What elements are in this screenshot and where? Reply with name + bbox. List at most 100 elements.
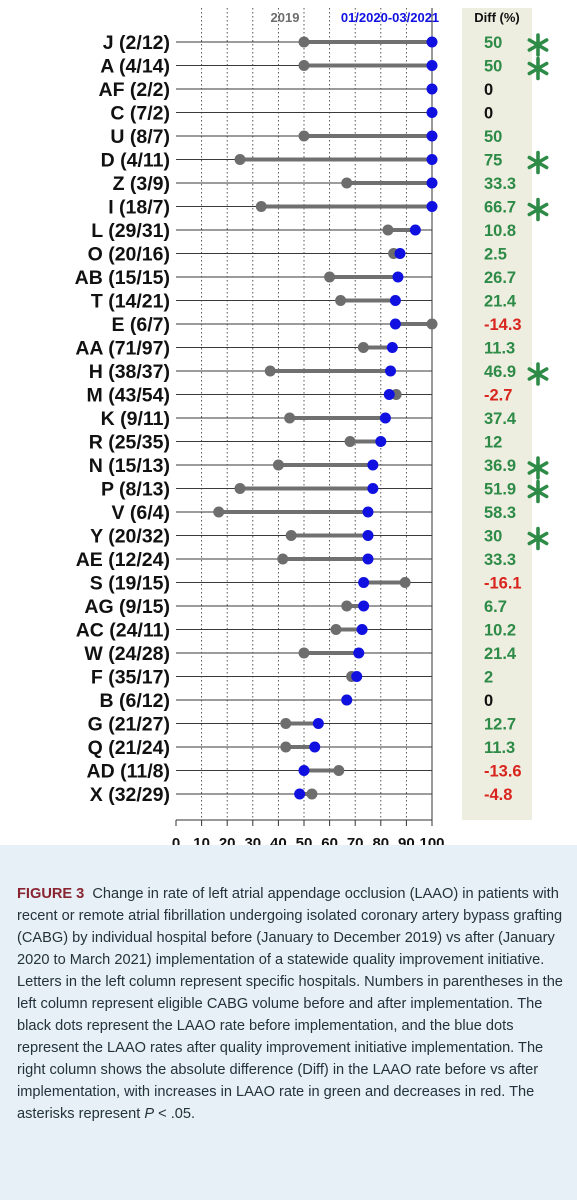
before-point xyxy=(298,647,310,659)
row-label: E (6/7) xyxy=(111,314,170,336)
x-tick-label: 50 xyxy=(296,835,313,845)
chart-row: AF (2/2) 0 xyxy=(98,79,493,101)
x-tick-label: 60 xyxy=(321,835,338,845)
asterisk-stroke xyxy=(527,61,549,76)
row-label: N (15/13) xyxy=(89,455,170,477)
diff-value: 21.4 xyxy=(484,293,517,311)
significance-asterisk xyxy=(527,479,549,504)
chart-row: I (18/7) 66.7 xyxy=(108,197,549,222)
after-point xyxy=(341,694,353,706)
before-point xyxy=(344,436,356,447)
diff-value: 11.3 xyxy=(484,739,515,757)
after-point xyxy=(298,765,310,776)
row-label: Z (3/9) xyxy=(113,173,170,195)
after-point xyxy=(353,647,365,659)
row-label: I (18/7) xyxy=(108,197,170,219)
chart-row: D (4/11) 75 xyxy=(101,150,549,175)
asterisk-stroke xyxy=(527,202,549,217)
before-point xyxy=(213,506,225,518)
after-point xyxy=(375,436,387,447)
after-point xyxy=(362,530,374,541)
before-point xyxy=(335,295,347,306)
before-point xyxy=(264,365,276,377)
diff-panel xyxy=(462,8,532,820)
row-label: C (7/2) xyxy=(110,103,170,125)
after-point xyxy=(386,342,398,353)
before-point xyxy=(333,765,345,776)
diff-value: 37.4 xyxy=(484,410,517,428)
after-point xyxy=(312,718,324,729)
after-point xyxy=(358,577,370,588)
after-point xyxy=(426,107,438,118)
after-point xyxy=(367,483,379,494)
significance-asterisk xyxy=(527,526,549,551)
diff-value: 36.9 xyxy=(484,457,516,475)
diff-value: 50 xyxy=(484,58,502,76)
row-label: Q (21/24) xyxy=(88,737,170,759)
chart-row: N (15/13) 36.9 xyxy=(89,455,549,480)
before-point xyxy=(324,271,336,283)
chart-row: E (6/7) -14.3 xyxy=(111,314,521,336)
significance-asterisk xyxy=(527,56,549,81)
before-point xyxy=(306,788,318,800)
before-point xyxy=(357,342,369,353)
x-tick-label: 70 xyxy=(347,835,364,845)
diff-value: -2.7 xyxy=(484,387,512,405)
row-label: AE (12/24) xyxy=(76,549,170,571)
row-label: AA (71/97) xyxy=(75,338,170,360)
chart-row: O (20/16) 2.5 xyxy=(88,244,507,266)
chart-row: AB (15/15) 26.7 xyxy=(75,267,517,289)
after-point xyxy=(426,130,438,142)
significance-asterisk xyxy=(527,150,549,175)
before-point xyxy=(399,577,411,588)
before-point xyxy=(341,600,353,612)
before-point xyxy=(341,177,353,189)
chart-row: Y (20/32) 30 xyxy=(90,526,549,551)
before-point xyxy=(382,224,394,236)
chart-row: H (38/37) 46.9 xyxy=(89,361,549,386)
after-point xyxy=(367,459,379,471)
before-point xyxy=(234,483,246,494)
row-label: AD (11/8) xyxy=(87,761,170,783)
row-label: F (35/17) xyxy=(91,667,170,689)
diff-value: 26.7 xyxy=(484,269,516,287)
chart-row: S (19/15) -16.1 xyxy=(90,573,522,595)
diff-value: 2 xyxy=(484,669,493,687)
figure-caption: FIGURE 3 Change in rate of left atrial a… xyxy=(0,845,577,1200)
asterisk-stroke xyxy=(527,531,549,546)
caption-text-end: < .05. xyxy=(154,1106,196,1122)
chart-row: L (29/31) 10.8 xyxy=(91,220,516,242)
before-point xyxy=(298,130,310,142)
before-point xyxy=(234,154,246,165)
after-point xyxy=(294,788,306,800)
after-point xyxy=(426,154,438,165)
asterisk-stroke xyxy=(527,484,549,499)
diff-value: -13.6 xyxy=(484,763,522,781)
chart-row: T (14/21) 21.4 xyxy=(91,291,517,313)
diff-value: 50 xyxy=(484,34,502,52)
chart-row: K (9/11) 37.4 xyxy=(101,408,517,430)
diff-value: 0 xyxy=(484,692,493,710)
row-label: Y (20/32) xyxy=(90,526,170,548)
row-label: G (21/27) xyxy=(88,714,170,736)
diff-value: 6.7 xyxy=(484,598,507,616)
asterisk-stroke xyxy=(527,367,549,381)
after-point xyxy=(383,389,395,400)
significance-asterisk xyxy=(527,33,549,57)
chart-row: B (6/12) 0 xyxy=(100,690,494,712)
diff-value: 66.7 xyxy=(484,199,516,217)
before-point xyxy=(280,718,292,729)
chart-row: Z (3/9) 33.3 xyxy=(113,173,517,195)
after-point xyxy=(426,177,438,189)
row-label: B (6/12) xyxy=(100,690,170,712)
x-tick-label: 90 xyxy=(398,835,415,845)
after-point xyxy=(389,295,401,306)
before-point xyxy=(272,459,284,471)
after-point xyxy=(426,36,438,48)
row-label: AC (24/11) xyxy=(76,620,170,642)
diff-value: 11.3 xyxy=(484,340,515,358)
row-label: U (8/7) xyxy=(110,126,170,148)
diff-value: 10.2 xyxy=(484,622,516,640)
diff-value: 0 xyxy=(484,81,493,99)
x-tick-label: 40 xyxy=(270,835,287,845)
